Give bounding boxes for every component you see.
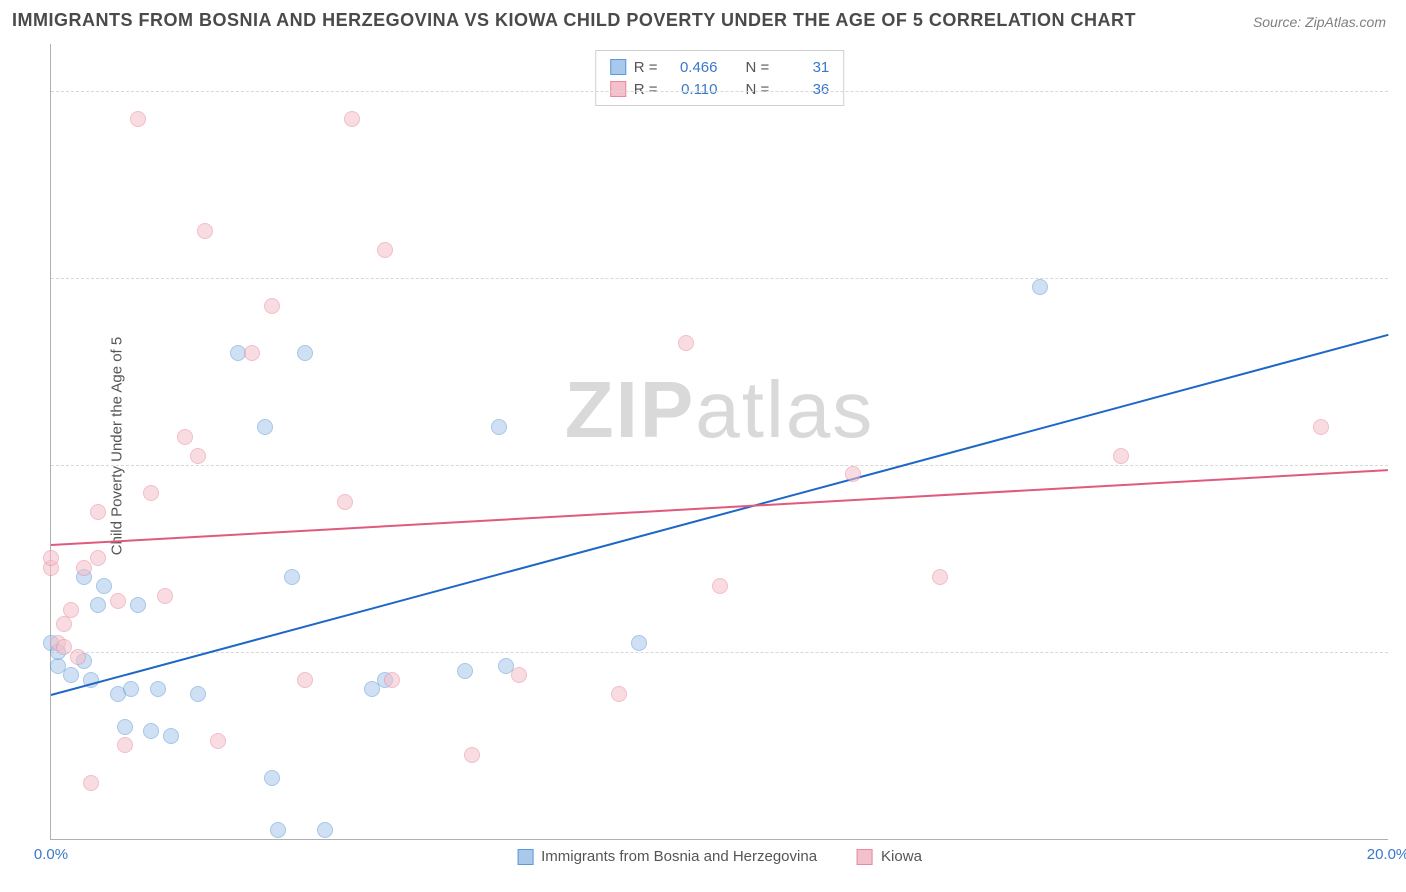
- data-point: [157, 588, 173, 604]
- data-point: [1313, 419, 1329, 435]
- data-point: [631, 635, 647, 651]
- data-point: [123, 681, 139, 697]
- data-point: [90, 504, 106, 520]
- legend-swatch-icon: [857, 849, 873, 865]
- data-point: [190, 448, 206, 464]
- data-point: [270, 822, 286, 838]
- data-point: [511, 667, 527, 683]
- gridline-horizontal: [51, 91, 1388, 92]
- data-point: [1032, 279, 1048, 295]
- data-point: [210, 733, 226, 749]
- data-point: [712, 578, 728, 594]
- r-label: R =: [634, 81, 658, 98]
- data-point: [457, 663, 473, 679]
- data-point: [264, 770, 280, 786]
- data-point: [264, 298, 280, 314]
- data-point: [377, 242, 393, 258]
- n-label: N =: [746, 59, 770, 76]
- data-point: [932, 569, 948, 585]
- data-point: [317, 822, 333, 838]
- data-point: [90, 550, 106, 566]
- data-point: [56, 616, 72, 632]
- legend-swatch-icon: [517, 849, 533, 865]
- data-point: [284, 569, 300, 585]
- data-point: [130, 597, 146, 613]
- data-point: [491, 419, 507, 435]
- legend-item: Kiowa: [857, 848, 922, 865]
- r-value: 0.466: [666, 59, 718, 76]
- data-point: [244, 345, 260, 361]
- data-point: [130, 111, 146, 127]
- legend-label: Immigrants from Bosnia and Herzegovina: [541, 848, 817, 865]
- data-point: [384, 672, 400, 688]
- r-label: R =: [634, 59, 658, 76]
- gridline-horizontal: [51, 278, 1388, 279]
- data-point: [70, 649, 86, 665]
- data-point: [150, 681, 166, 697]
- data-point: [197, 223, 213, 239]
- legend-stats-row: R = 0.466 N = 31: [610, 56, 830, 78]
- data-point: [163, 728, 179, 744]
- data-point: [611, 686, 627, 702]
- data-point: [96, 578, 112, 594]
- r-value: 0.110: [666, 81, 718, 98]
- data-point: [83, 775, 99, 791]
- data-point: [257, 419, 273, 435]
- legend-stats-row: R = 0.110 N = 36: [610, 78, 830, 100]
- data-point: [143, 485, 159, 501]
- source-label: Source: ZipAtlas.com: [1253, 14, 1386, 30]
- data-point: [63, 602, 79, 618]
- data-point: [43, 550, 59, 566]
- legend-swatch-icon: [610, 59, 626, 75]
- legend-stats: R = 0.466 N = 31 R = 0.110 N = 36: [595, 50, 845, 106]
- chart-container: IMMIGRANTS FROM BOSNIA AND HERZEGOVINA V…: [0, 0, 1406, 892]
- data-point: [117, 719, 133, 735]
- data-point: [177, 429, 193, 445]
- n-label: N =: [746, 81, 770, 98]
- watermark-text: ZIPatlas: [565, 364, 874, 456]
- chart-title: IMMIGRANTS FROM BOSNIA AND HERZEGOVINA V…: [12, 10, 1136, 31]
- data-point: [110, 593, 126, 609]
- n-value: 31: [777, 59, 829, 76]
- legend-label: Kiowa: [881, 848, 922, 865]
- data-point: [117, 737, 133, 753]
- n-value: 36: [777, 81, 829, 98]
- data-point: [190, 686, 206, 702]
- watermark-light: atlas: [695, 365, 874, 454]
- data-point: [845, 466, 861, 482]
- plot-area: ZIPatlas R = 0.466 N = 31 R = 0.110 N = …: [50, 44, 1388, 840]
- legend-item: Immigrants from Bosnia and Herzegovina: [517, 848, 817, 865]
- x-tick-label: 0.0%: [34, 846, 68, 863]
- data-point: [1113, 448, 1129, 464]
- gridline-horizontal: [51, 652, 1388, 653]
- data-point: [90, 597, 106, 613]
- trend-line: [51, 334, 1389, 696]
- x-tick-label: 20.0%: [1367, 846, 1406, 863]
- data-point: [464, 747, 480, 763]
- watermark-bold: ZIP: [565, 365, 695, 454]
- data-point: [337, 494, 353, 510]
- legend-swatch-icon: [610, 81, 626, 97]
- data-point: [297, 672, 313, 688]
- legend-series: Immigrants from Bosnia and Herzegovina K…: [517, 848, 922, 865]
- data-point: [143, 723, 159, 739]
- data-point: [678, 335, 694, 351]
- gridline-horizontal: [51, 465, 1388, 466]
- data-point: [344, 111, 360, 127]
- trend-line: [51, 470, 1388, 547]
- data-point: [297, 345, 313, 361]
- data-point: [63, 667, 79, 683]
